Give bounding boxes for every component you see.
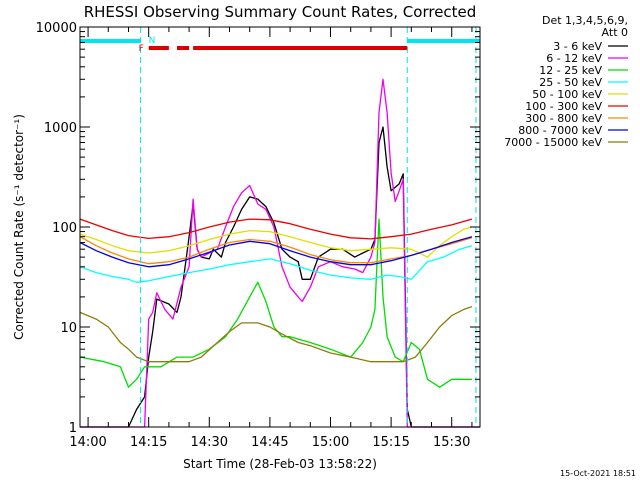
- flare-flag-label: F: [139, 44, 144, 54]
- series-layer: [79, 78, 480, 428]
- x-axis-label: Start Time (28-Feb-03 13:58:22): [183, 457, 377, 471]
- x-tick-label: 14:30: [191, 435, 228, 450]
- legend-item-label: 7000 - 15000 keV: [504, 136, 602, 149]
- x-tick-label: 14:15: [130, 435, 167, 450]
- y-tick-label: 10000: [36, 21, 77, 36]
- x-tick-label: 15:15: [372, 435, 409, 450]
- axis-layer: 1 10 100 1000 10000 14:00 14:15 14:30 14:45 15:00…: [36, 21, 480, 450]
- plot-frame: [79, 26, 481, 428]
- legend-item-label: 100 - 300 keV: [525, 100, 602, 113]
- y-tick-label: 100: [52, 221, 77, 236]
- y-tick-label: 1000: [44, 121, 77, 136]
- legend-item-label: 12 - 25 keV: [539, 64, 602, 77]
- legend-item-label: 25 - 50 keV: [539, 76, 602, 89]
- series-line-3-6-kev: [80, 126, 480, 428]
- y-axis-label: Corrected Count Rate (s⁻¹ detector⁻¹): [12, 114, 26, 340]
- legend-header: Det 1,3,4,5,6,9,: [542, 14, 628, 27]
- chart-title: RHESSI Observing Summary Count Rates, Co…: [84, 3, 477, 21]
- y-tick-label: 1: [69, 421, 77, 436]
- legend-item-label: 50 - 100 keV: [532, 88, 602, 101]
- flag-layer: NF: [80, 27, 480, 427]
- x-tick-label: 14:00: [69, 435, 106, 450]
- legend-item-label: 6 - 12 keV: [546, 52, 602, 65]
- legend-item-label: 3 - 6 keV: [553, 40, 602, 53]
- y-tick-label: 10: [60, 321, 77, 336]
- series-line-100-300-kev: [79, 218, 473, 240]
- x-tick-label: 14:45: [251, 435, 288, 450]
- x-tick-label: 15:30: [433, 435, 470, 450]
- x-tick-label: 15:00: [312, 435, 349, 450]
- series-line-800-7000-kev: [79, 236, 473, 268]
- series-line-12-25-kev: [79, 218, 472, 388]
- series-line-50-100-kev: [79, 226, 473, 258]
- legend-header: Att 0: [602, 26, 628, 39]
- footer-date: 15-Oct-2021 18:51: [560, 469, 636, 478]
- legend-item-label: 300 - 800 keV: [525, 112, 602, 125]
- series-line-7000-15000-kev: [79, 305, 473, 363]
- night-flag-label: N: [149, 36, 156, 46]
- series-line-25-50-kev: [79, 245, 473, 283]
- legend-item-label: 800 - 7000 keV: [518, 124, 602, 137]
